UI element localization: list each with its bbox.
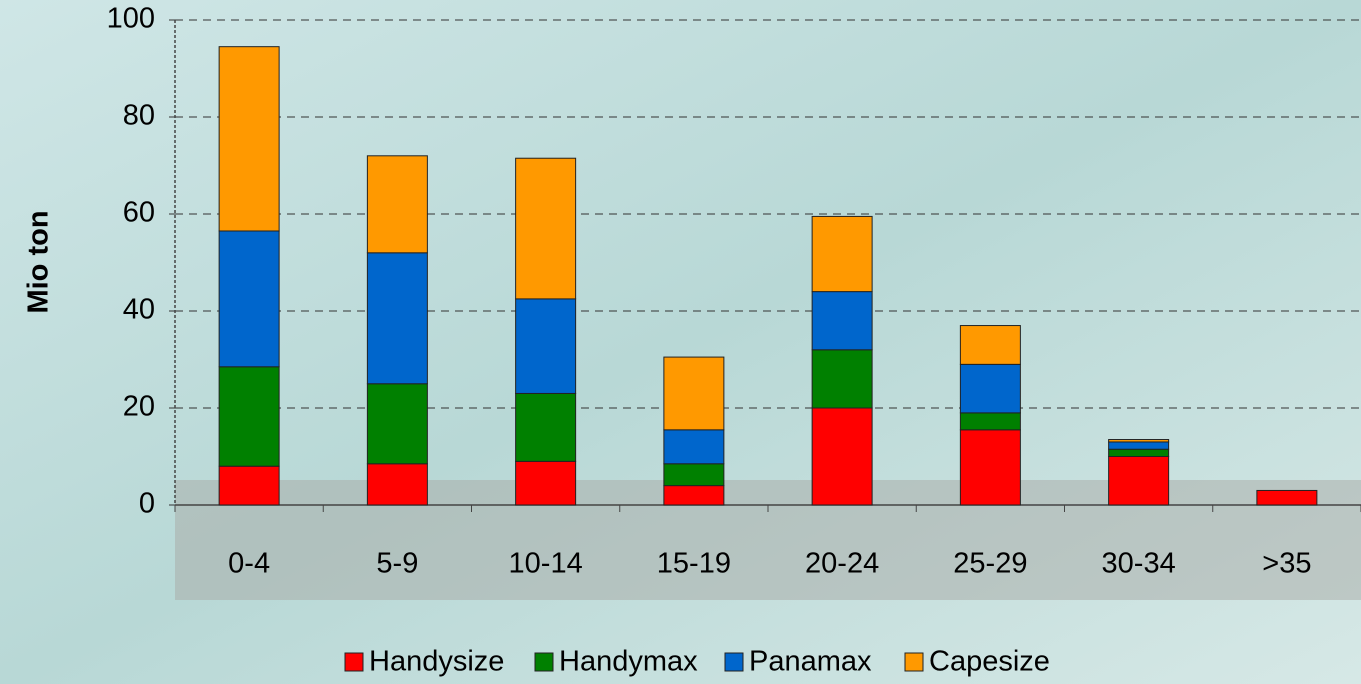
legend: Handysize Handymax Panamax Capesize [344, 646, 1050, 678]
y-tick-label: 100 [107, 3, 155, 35]
y-tick-label: 20 [123, 391, 155, 423]
bar-segment [1108, 439, 1170, 443]
bar-segment [959, 412, 1021, 431]
bar-segment [663, 356, 725, 431]
legend-swatch [904, 652, 924, 672]
bar-segment [663, 429, 725, 465]
y-tick-label: 40 [123, 294, 155, 326]
x-tick-label: 25-29 [953, 548, 1027, 580]
legend-swatch [534, 652, 554, 672]
bar-segment [366, 383, 428, 465]
y-tick-label: 0 [139, 488, 155, 520]
legend-label: Handymax [559, 646, 698, 678]
bar-segment [218, 230, 280, 368]
bar-segment [515, 460, 577, 506]
bar-segment [366, 155, 428, 254]
bar-segment [218, 46, 280, 232]
bar-segment [959, 363, 1021, 414]
legend-label: Capesize [929, 646, 1050, 678]
bar-segment [218, 465, 280, 506]
legend-label: Handysize [369, 646, 504, 678]
bar-segment [811, 407, 873, 506]
bar-segment [811, 215, 873, 293]
x-tick-label: >35 [1262, 548, 1311, 580]
bar-segment [811, 291, 873, 351]
x-tick-label: 10-14 [509, 548, 583, 580]
x-tick-label: 0-4 [228, 548, 270, 580]
x-tick-label: 5-9 [376, 548, 418, 580]
legend-swatch [724, 652, 744, 672]
bar-segment [1108, 448, 1170, 458]
legend-label: Panamax [749, 646, 872, 678]
bar-segment [515, 298, 577, 394]
bar-segment [515, 392, 577, 462]
bar-segment [1108, 441, 1170, 450]
bar-segment [663, 463, 725, 487]
bar-segment [1108, 456, 1170, 506]
bar-segment [515, 157, 577, 300]
y-axis-label: Mio ton [23, 210, 55, 313]
y-tick-label: 80 [123, 100, 155, 132]
bar-segment [218, 366, 280, 467]
bar-segment [366, 463, 428, 506]
x-tick-label: 15-19 [657, 548, 731, 580]
bar-segment [811, 349, 873, 409]
bar-segment [366, 252, 428, 385]
x-tick-label: 20-24 [805, 548, 879, 580]
ship-hull [175, 480, 1361, 600]
legend-swatch [344, 652, 364, 672]
bar-segment [663, 485, 725, 506]
bar-segment [959, 325, 1021, 365]
bar-segment [1256, 489, 1318, 506]
bar-segment [959, 429, 1021, 506]
y-tick-label: 60 [123, 197, 155, 229]
x-tick-label: 30-34 [1102, 548, 1176, 580]
